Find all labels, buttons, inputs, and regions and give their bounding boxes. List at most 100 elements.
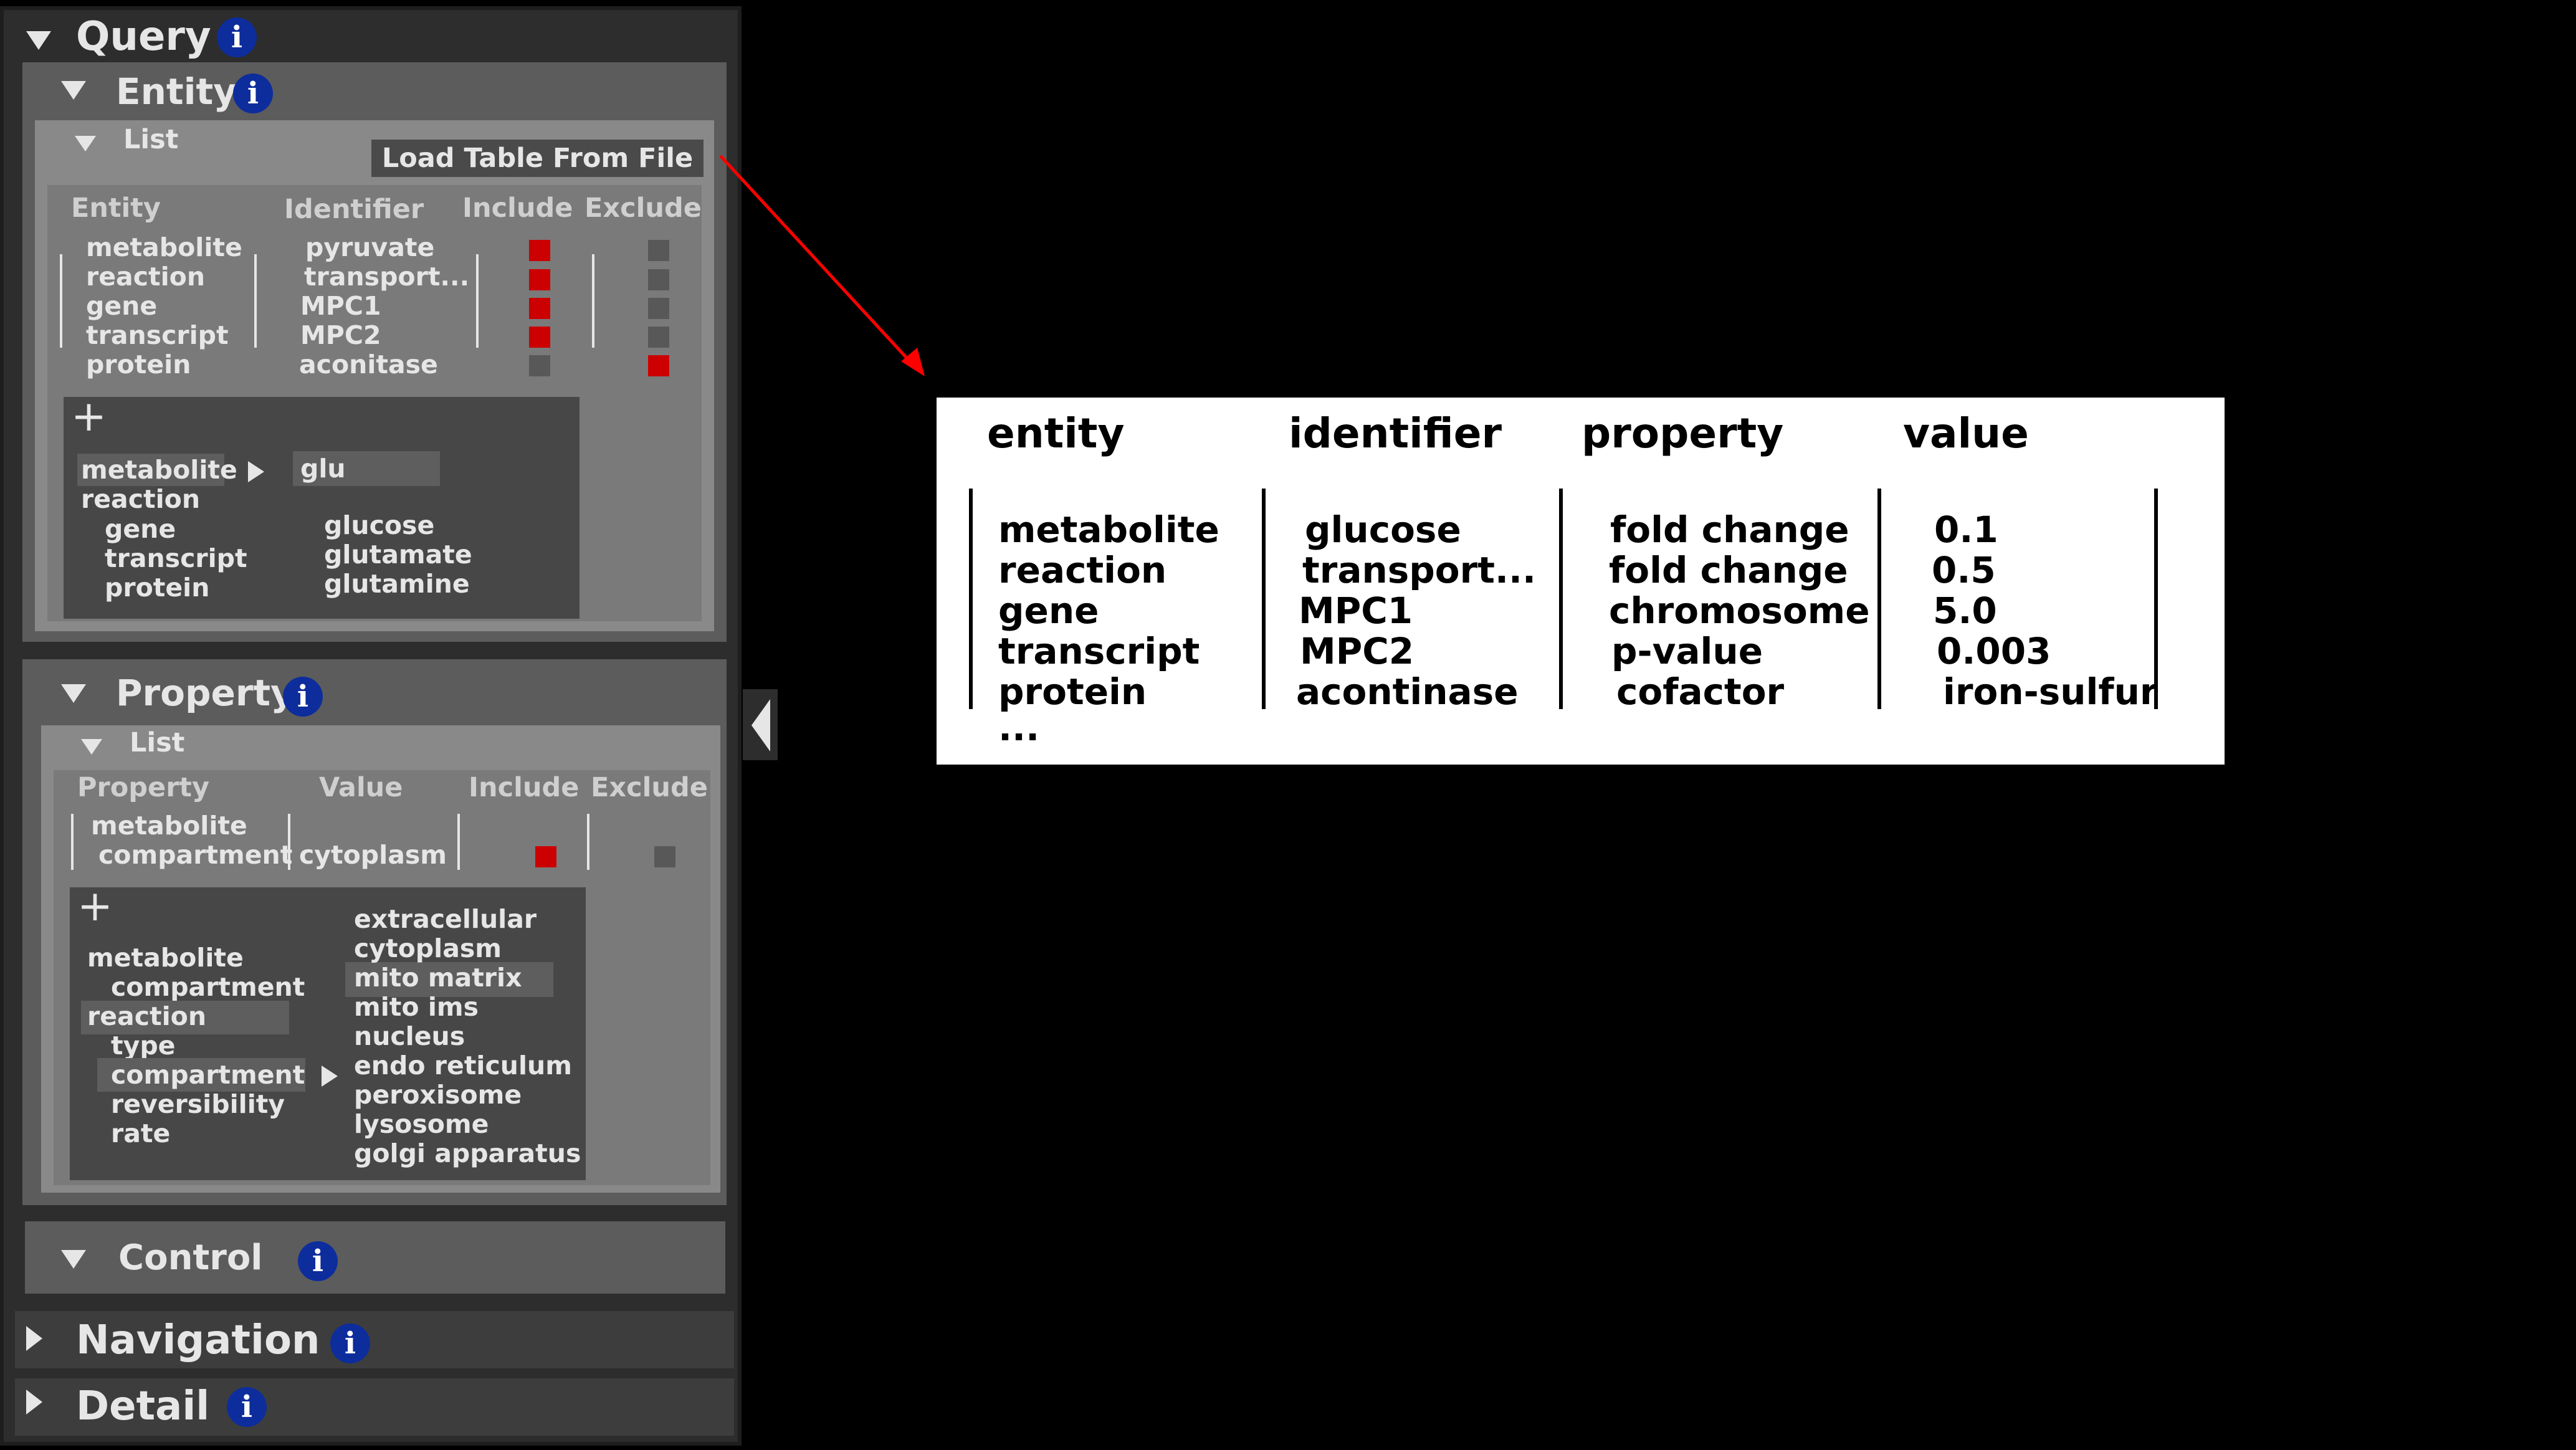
file-cell: MPC2 [1300,630,1414,672]
entity-type-option[interactable]: metabolite [81,455,237,485]
include-col-header: Include [462,193,573,224]
identifier-suggestion[interactable]: glutamate [324,540,472,570]
property-value-option[interactable]: mito ims [354,992,479,1022]
detail-section [15,1378,734,1436]
arrow-line [719,155,912,364]
include-checkbox[interactable] [535,846,556,867]
entity-type-selected[interactable] [77,454,224,486]
identifier-search-value: glu [300,454,346,484]
detail-title[interactable]: Detail [76,1383,210,1429]
exclude-col-header: Exclude [584,193,702,224]
identifier-col-divider [254,254,257,348]
entity-row-4-identifier: MPC2 [300,320,381,350]
property-value-option[interactable]: peroxisome [354,1080,522,1110]
exclude-checkbox[interactable] [648,269,669,290]
file-col-header: property [1581,409,1784,457]
property-list-expand-icon[interactable] [81,739,102,755]
include-col-divider [457,814,460,870]
file-col-header: value [1903,409,2029,457]
entity-type-option[interactable]: protein [105,573,210,603]
control-title[interactable]: Control [118,1238,263,1278]
file-cell: acontinase [1296,670,1519,713]
add-entity-button[interactable]: + [71,392,107,441]
property-expand-icon[interactable] [61,684,86,703]
entity-row-5-identifier: aconitase [299,350,438,379]
property-tree-item[interactable]: compartment [111,972,305,1002]
property-title[interactable]: Property [116,672,294,714]
arrow-head [901,348,925,376]
property-value-option[interactable]: mito matrix [354,963,522,993]
property-tree-item[interactable]: rate [111,1119,171,1148]
entity-col-header: Entity [71,193,161,224]
file-col-header: entity [987,409,1125,457]
file-cell: reaction [998,549,1167,591]
property-tree-item[interactable]: type [111,1031,176,1061]
value-col-header: Value [319,772,403,803]
file-cell: MPC1 [1299,589,1413,632]
navigation-title[interactable]: Navigation [76,1317,320,1363]
file-cell: fold change [1609,549,1848,591]
entity-row-4-entity: transcript [86,320,229,350]
include-col-divider [476,254,479,348]
control-expand-icon[interactable] [61,1250,86,1269]
chevron-left-icon [751,699,770,751]
property-value-option[interactable]: golgi apparatus [354,1138,581,1168]
entity-list-title[interactable]: List [123,124,179,155]
query-info-icon[interactable]: i [217,17,257,57]
detail-info-icon[interactable]: i [227,1387,267,1427]
property-list-title[interactable]: List [130,727,185,758]
query-expand-icon[interactable] [26,31,51,50]
include-checkbox[interactable] [529,240,550,261]
property-value-option[interactable]: nucleus [354,1021,465,1051]
exclude-checkbox[interactable] [648,240,669,261]
exclude-checkbox[interactable] [648,327,669,348]
entity-expand-icon[interactable] [61,81,86,100]
property-tree-item[interactable]: metabolite [87,943,244,973]
entity-info-icon[interactable]: i [233,74,273,113]
identifier-suggestion[interactable]: glucose [324,510,435,540]
property-tree-selected[interactable] [81,1001,289,1034]
property-value-option[interactable]: cytoplasm [354,933,502,963]
include-checkbox[interactable] [529,355,550,376]
navigation-info-icon[interactable]: i [330,1324,370,1363]
property-value-selected[interactable] [345,962,553,997]
query-title[interactable]: Query [76,14,211,60]
property-tree-item[interactable]: compartment [111,1060,305,1090]
entity-list-expand-icon[interactable] [75,136,96,151]
entity-title[interactable]: Entity [116,70,237,113]
property-tree-item[interactable]: reversibility [111,1089,285,1119]
property-value-option[interactable]: extracellular [354,904,537,934]
entity-col-divider [60,254,62,348]
entity-type-option[interactable]: transcript [105,543,247,573]
property-tree-selected[interactable] [97,1058,305,1092]
property-value-option[interactable]: lysosome [354,1109,489,1139]
file-cell: glucose [1305,508,1461,551]
include-checkbox[interactable] [529,298,550,319]
exclude-checkbox[interactable] [648,355,669,376]
control-info-icon[interactable]: i [298,1241,338,1281]
entity-type-option[interactable]: gene [105,514,176,544]
entity-row-5-entity: protein [86,350,191,379]
entity-type-option[interactable]: reaction [81,484,201,514]
entity-row-2-identifier: transport... [304,262,470,292]
file-cell: 0.1 [1934,508,1998,551]
property-col-divider [71,814,74,870]
file-cell: iron-sulfur [1943,670,2158,713]
load-table-button[interactable]: Load Table From File [371,140,704,177]
property-value-option[interactable]: endo reticulum [354,1051,572,1080]
control-section [25,1221,725,1294]
detail-collapse-icon[interactable] [26,1390,42,1414]
file-col-divider [2154,489,2158,709]
include-checkbox[interactable] [529,327,550,348]
exclude-checkbox[interactable] [648,298,669,319]
include-checkbox[interactable] [529,269,550,290]
exclude-checkbox[interactable] [654,846,675,867]
property-tree-item[interactable]: reaction [87,1001,207,1031]
identifier-suggestion[interactable]: glutamine [324,569,470,599]
property-info-icon[interactable]: i [283,677,323,717]
entity-row-1-entity: metabolite [86,232,242,262]
identifier-search-input[interactable] [293,451,440,486]
navigation-collapse-icon[interactable] [26,1326,42,1351]
add-property-button[interactable]: + [77,882,113,931]
exclude-col-divider [587,814,589,870]
